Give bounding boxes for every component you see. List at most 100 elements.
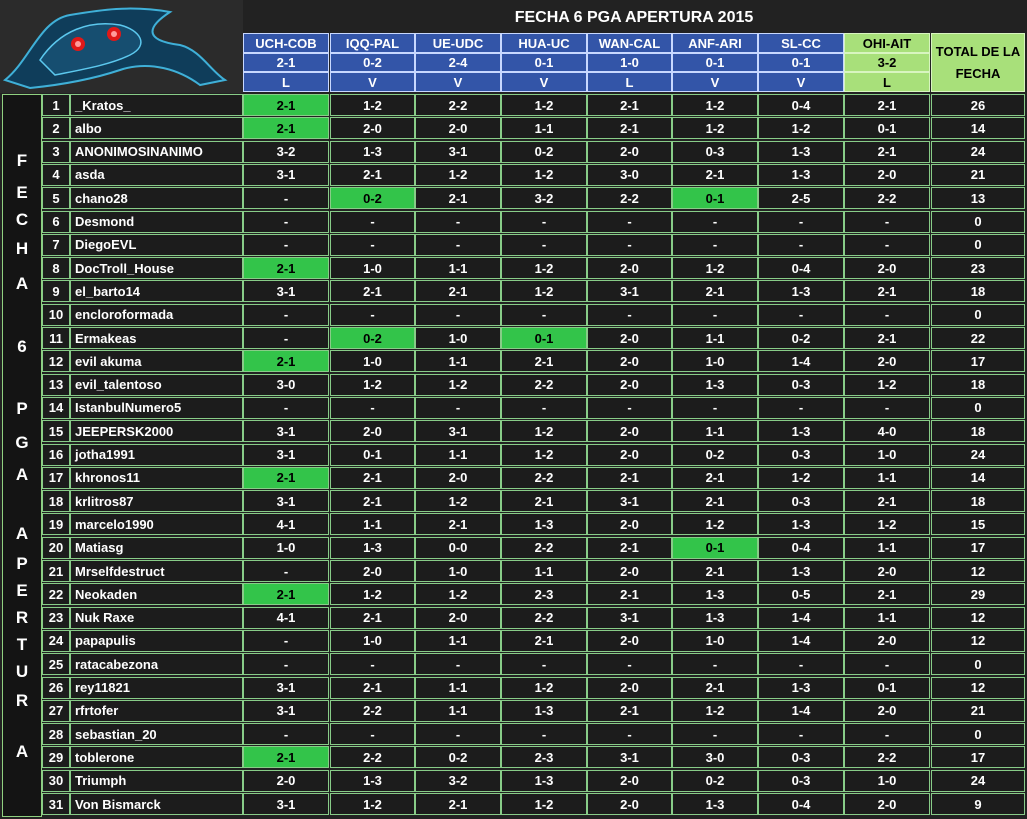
side-letter: R xyxy=(15,691,29,710)
table-row: 17 khronos11 2-1 2-1 2-0 2-2 2-1 2-1 1-2 1-1 14 xyxy=(42,466,1025,489)
row-number: 1 xyxy=(42,94,70,116)
prediction-cell: - xyxy=(415,723,501,746)
total-cell: 0 xyxy=(931,303,1025,326)
prediction-cell: - xyxy=(758,653,844,676)
player-name: albo xyxy=(70,117,243,140)
prediction-cell: 2-1 xyxy=(243,466,329,489)
prediction-cell: - xyxy=(330,396,415,419)
prediction-cell: 1-2 xyxy=(501,280,587,303)
prediction-cell: 3-1 xyxy=(243,280,329,303)
row-number: 8 xyxy=(42,257,70,280)
prediction-cell: 3-0 xyxy=(243,373,329,396)
prediction-cell: 4-0 xyxy=(844,420,930,443)
row-number: 31 xyxy=(42,793,70,815)
prediction-cell: - xyxy=(672,653,758,676)
total-cell: 17 xyxy=(931,350,1025,373)
prediction-cell: 1-4 xyxy=(758,699,844,722)
row-number: 11 xyxy=(42,327,70,349)
total-cell: 0 xyxy=(931,210,1025,233)
side-letter: P xyxy=(16,399,28,418)
prediction-cell: 1-1 xyxy=(672,420,758,443)
prediction-cell: 1-3 xyxy=(758,140,844,163)
prediction-cell: - xyxy=(587,233,672,256)
prediction-cell: 0-2 xyxy=(672,769,758,792)
prediction-cell: - xyxy=(501,723,587,746)
prediction-cell: 2-1 xyxy=(501,629,587,652)
prediction-cell: 1-2 xyxy=(672,257,758,280)
prediction-cell: - xyxy=(243,187,329,210)
match-result: 0-1 xyxy=(501,53,587,72)
prediction-cell: 2-1 xyxy=(330,676,415,699)
match-result: 2-4 xyxy=(415,53,501,72)
side-letter: R xyxy=(15,608,29,627)
match-name: WAN-CAL xyxy=(587,33,672,53)
prediction-cell: - xyxy=(844,210,930,233)
player-name: khronos11 xyxy=(70,466,243,489)
prediction-cell: 2-1 xyxy=(844,583,930,606)
prediction-cell: 1-3 xyxy=(758,280,844,303)
prediction-cell: - xyxy=(758,396,844,419)
prediction-cell: 2-0 xyxy=(587,629,672,652)
prediction-cell: 3-1 xyxy=(243,163,329,186)
prediction-cell: 2-1 xyxy=(330,490,415,513)
table-row: 31 Von Bismarck 3-1 1-2 2-1 1-2 2-0 1-3 0-4 2-0 9 xyxy=(42,793,1025,815)
match-result: 2-1 xyxy=(243,53,329,72)
match-outcome: V xyxy=(758,72,844,92)
row-number: 28 xyxy=(42,723,70,746)
total-cell: 14 xyxy=(931,117,1025,140)
table-row: 4 asda 3-1 2-1 1-2 1-2 3-0 2-1 1-3 2-0 21 xyxy=(42,163,1025,186)
total-cell: 13 xyxy=(931,187,1025,210)
prediction-cell: - xyxy=(330,303,415,326)
logo-image xyxy=(0,0,243,93)
table-row: 19 marcelo1990 4-1 1-1 2-1 1-3 2-0 1-2 1-3 1-2 15 xyxy=(42,513,1025,536)
prediction-cell: 0-3 xyxy=(758,769,844,792)
row-number: 12 xyxy=(42,350,70,373)
prediction-cell: 2-0 xyxy=(844,629,930,652)
match-result: 0-2 xyxy=(330,53,415,72)
prediction-cell: - xyxy=(587,653,672,676)
prediction-cell: 1-1 xyxy=(415,443,501,466)
match-result: 0-1 xyxy=(672,53,758,72)
prediction-cell: - xyxy=(672,723,758,746)
prediction-cell: - xyxy=(758,303,844,326)
total-cell: 18 xyxy=(931,280,1025,303)
total-cell: 18 xyxy=(931,490,1025,513)
prediction-cell: 1-3 xyxy=(501,513,587,536)
prediction-cell: 0-1 xyxy=(501,327,587,349)
prediction-cell: 2-1 xyxy=(330,163,415,186)
table-row: 9 el_barto14 3-1 2-1 2-1 1-2 3-1 2-1 1-3 2-1 18 xyxy=(42,280,1025,303)
prediction-cell: 2-0 xyxy=(587,350,672,373)
prediction-cell: - xyxy=(243,210,329,233)
row-number: 24 xyxy=(42,629,70,652)
total-cell: 9 xyxy=(931,793,1025,815)
prediction-cell: 1-2 xyxy=(844,513,930,536)
prediction-cell: 1-0 xyxy=(330,629,415,652)
prediction-cell: - xyxy=(243,233,329,256)
match-name: ANF-ARI xyxy=(672,33,758,53)
table-row: 28 sebastian_20- - - - - - - -0 xyxy=(42,723,1025,746)
prediction-cell: 3-2 xyxy=(243,140,329,163)
prediction-cell: 0-2 xyxy=(415,746,501,769)
side-letter: T xyxy=(16,635,28,654)
prediction-cell: 2-1 xyxy=(672,490,758,513)
player-name: Von Bismarck xyxy=(70,793,243,815)
prediction-cell: 0-3 xyxy=(758,443,844,466)
row-number: 3 xyxy=(42,140,70,163)
prediction-cell: - xyxy=(587,396,672,419)
total-cell: 26 xyxy=(931,94,1025,116)
prediction-cell: 1-1 xyxy=(415,699,501,722)
prediction-cell: 0-2 xyxy=(330,327,415,349)
player-name: Matiasg xyxy=(70,536,243,559)
prediction-cell: 1-1 xyxy=(415,676,501,699)
prediction-cell: 1-1 xyxy=(415,257,501,280)
prediction-cell: 0-4 xyxy=(758,793,844,815)
prediction-cell: 0-4 xyxy=(758,94,844,116)
prediction-cell: 3-1 xyxy=(243,490,329,513)
prediction-cell: - xyxy=(243,653,329,676)
prediction-cell: 1-2 xyxy=(415,490,501,513)
prediction-cell: 2-0 xyxy=(587,793,672,815)
row-number: 20 xyxy=(42,536,70,559)
player-name: papapulis xyxy=(70,629,243,652)
row-number: 19 xyxy=(42,513,70,536)
